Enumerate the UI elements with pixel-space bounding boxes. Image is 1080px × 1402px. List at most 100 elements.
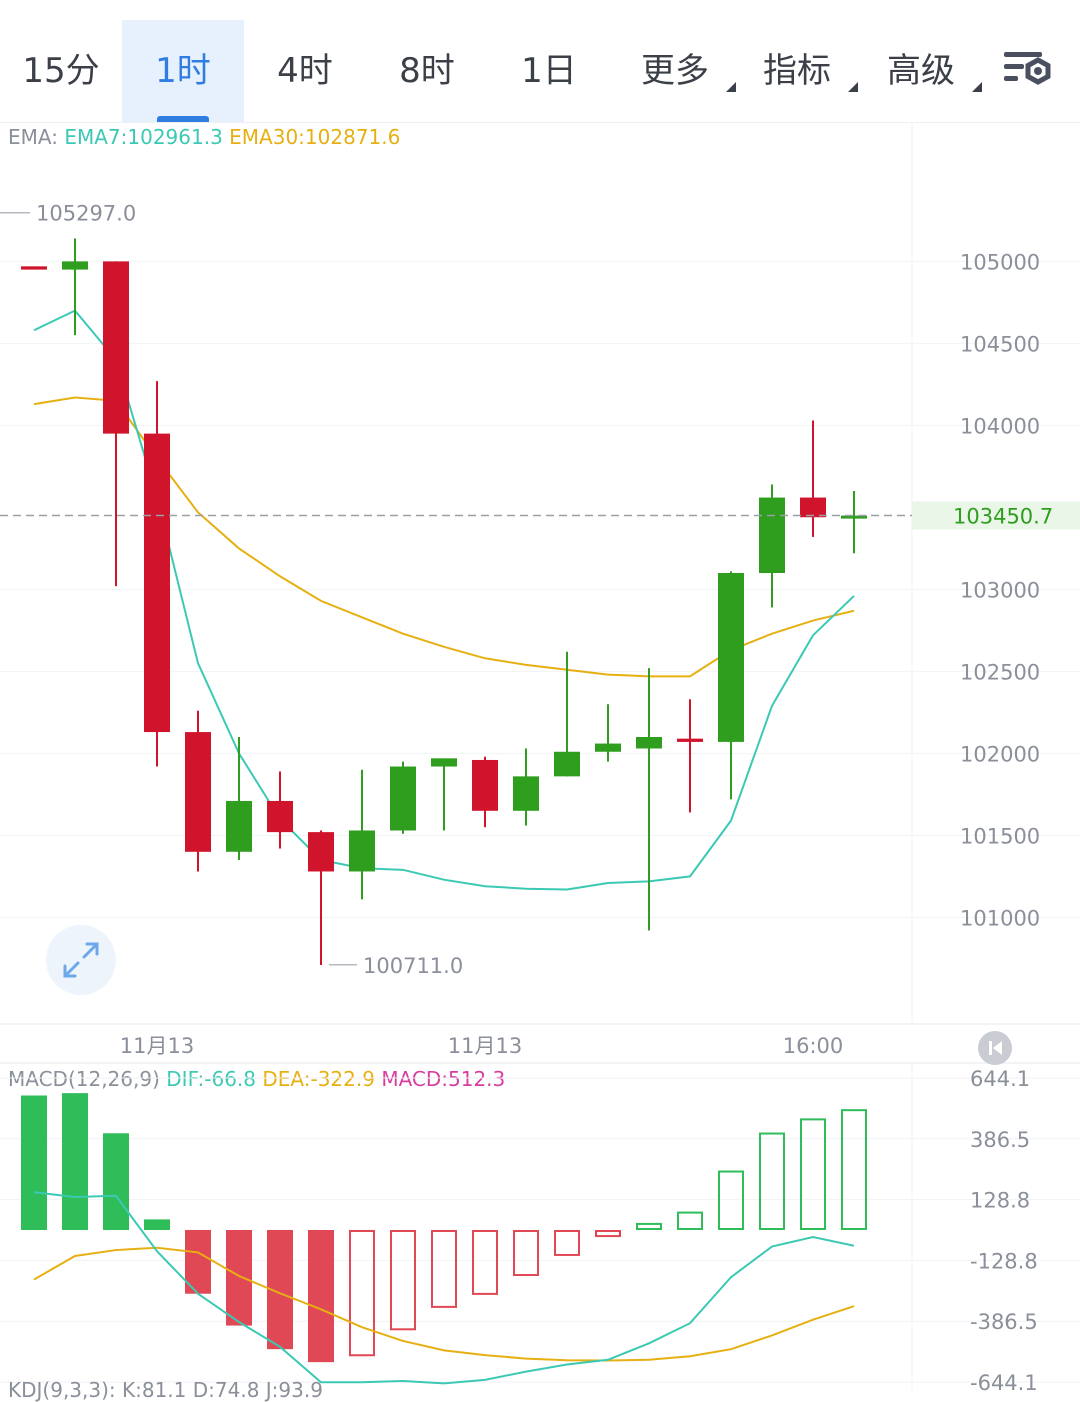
tab-label: 高级 xyxy=(887,51,955,91)
macd-legend: MACD(12,26,9) DIF:-66.8 DEA:-322.9 MACD:… xyxy=(8,1067,505,1091)
tab-1d[interactable]: 1日 xyxy=(488,20,610,122)
low-marker-label: 100711.0 xyxy=(363,954,463,978)
macd-histogram-bar xyxy=(513,1230,539,1277)
candle-body xyxy=(759,497,785,573)
candle-body xyxy=(349,830,375,872)
price-tick-label: 102500 xyxy=(960,660,1040,684)
candle-body xyxy=(431,758,457,767)
tab-advanced[interactable]: 高级 xyxy=(876,20,982,122)
macd-histogram-bar xyxy=(226,1230,252,1326)
macd-legend-prefix: MACD(12,26,9) xyxy=(8,1067,160,1091)
timeframe-tab-bar: 15分 1时 4时 8时 1日 更多 指标 高级 xyxy=(0,0,1080,123)
candle-body xyxy=(62,261,88,270)
macd-histogram-bar xyxy=(144,1219,170,1230)
candle-body xyxy=(267,800,293,833)
price-tick-label: 105000 xyxy=(960,250,1040,274)
ema-legend: EMA: EMA7:102961.3 EMA30:102871.6 xyxy=(8,125,400,149)
skip-back-icon xyxy=(989,1041,1002,1055)
dif-value: DIF:-66.8 xyxy=(166,1067,257,1091)
tab-label: 更多 xyxy=(641,51,709,91)
candle-body xyxy=(185,732,211,852)
tab-label: 指标 xyxy=(763,51,831,91)
tab-indicators[interactable]: 指标 xyxy=(752,20,858,122)
chart-settings-icon xyxy=(1004,52,1051,85)
macd-histogram-bar xyxy=(841,1109,867,1231)
macd-histogram-bar xyxy=(554,1230,580,1256)
tab-8h[interactable]: 8时 xyxy=(366,20,488,122)
tab-15m[interactable]: 15分 xyxy=(0,20,122,122)
x-tick-label: 16:00 xyxy=(783,1034,844,1058)
candle-body xyxy=(472,759,498,811)
dea-line xyxy=(33,1246,855,1362)
dif-line xyxy=(33,1191,855,1385)
price-tick-label: 102000 xyxy=(960,742,1040,766)
price-tick-label: 103000 xyxy=(960,578,1040,602)
dea-value: DEA:-322.9 xyxy=(262,1067,375,1091)
tab-label: 8时 xyxy=(399,51,455,91)
last-price-tag: 103450.7 xyxy=(953,504,1053,528)
last-price-tag-bg xyxy=(912,501,1080,530)
candle-body xyxy=(513,776,539,811)
macd-value: MACD:512.3 xyxy=(381,1067,506,1091)
dropdown-caret-icon xyxy=(848,82,858,92)
high-marker-label: 105297.0 xyxy=(36,202,136,226)
macd-histogram-bar xyxy=(185,1230,211,1294)
ema30-line xyxy=(33,396,855,678)
candle-body xyxy=(554,751,580,777)
candle-body xyxy=(390,766,416,831)
candle-body xyxy=(144,433,170,733)
chart-settings-button[interactable] xyxy=(1000,46,1058,96)
dropdown-caret-icon xyxy=(972,82,982,92)
macd-tick-label: 644.1 xyxy=(970,1067,1030,1091)
macd-histogram-bar xyxy=(800,1118,826,1230)
ema7-value: EMA7:102961.3 xyxy=(64,125,223,149)
expand-chart-button[interactable] xyxy=(46,925,116,995)
candle-body xyxy=(677,738,703,742)
macd-histogram-bar xyxy=(308,1230,334,1363)
macd-histogram-bar xyxy=(431,1230,457,1308)
candle-body xyxy=(308,832,334,872)
ema7-line xyxy=(33,309,855,891)
macd-histogram-bar xyxy=(62,1093,88,1230)
macd-tick-label: -644.1 xyxy=(970,1371,1038,1391)
macd-tick-label: -386.5 xyxy=(970,1310,1038,1334)
ema30-value: EMA30:102871.6 xyxy=(229,125,401,149)
tab-label: 1时 xyxy=(155,51,211,91)
macd-histogram-bar xyxy=(595,1230,621,1238)
tab-1h[interactable]: 1时 xyxy=(122,20,244,122)
candle-body xyxy=(21,266,47,270)
x-tick-label: 11月13 xyxy=(448,1034,522,1058)
tab-label: 1日 xyxy=(521,51,577,91)
tab-more[interactable]: 更多 xyxy=(630,20,736,122)
jump-to-latest-button[interactable] xyxy=(978,1031,1012,1065)
dropdown-caret-icon xyxy=(726,82,736,92)
candle-body xyxy=(841,515,867,519)
macd-histogram-bar xyxy=(21,1095,47,1230)
candle-body xyxy=(718,573,744,742)
active-tab-indicator xyxy=(157,116,209,122)
ema-legend-prefix: EMA: xyxy=(8,125,58,149)
macd-histogram-bar xyxy=(718,1170,744,1231)
price-tick-label: 101000 xyxy=(960,906,1040,930)
candle-body xyxy=(103,261,129,434)
expand-icon xyxy=(63,942,99,978)
tab-4h[interactable]: 4时 xyxy=(244,20,366,122)
candle-body xyxy=(595,743,621,752)
macd-histogram-bar xyxy=(349,1230,375,1357)
kdj-legend: KDJ(9,3,3): K:81.1 D:74.8 J:93.9 xyxy=(8,1378,323,1402)
tab-label: 15分 xyxy=(22,51,100,91)
macd-histogram-bar xyxy=(390,1230,416,1331)
price-tick-label: 101500 xyxy=(960,824,1040,848)
macd-histogram-bar xyxy=(103,1133,129,1230)
macd-histogram-bar xyxy=(759,1132,785,1230)
x-tick-label: 11月13 xyxy=(120,1034,194,1058)
macd-histogram-bar xyxy=(472,1230,498,1295)
candle-body xyxy=(636,737,662,749)
candle-body xyxy=(800,497,826,518)
price-tick-label: 104000 xyxy=(960,414,1040,438)
macd-tick-label: 128.8 xyxy=(970,1189,1030,1213)
macd-histogram-bar xyxy=(677,1211,703,1230)
macd-tick-label: -128.8 xyxy=(970,1249,1038,1273)
tab-label: 4时 xyxy=(277,51,333,91)
